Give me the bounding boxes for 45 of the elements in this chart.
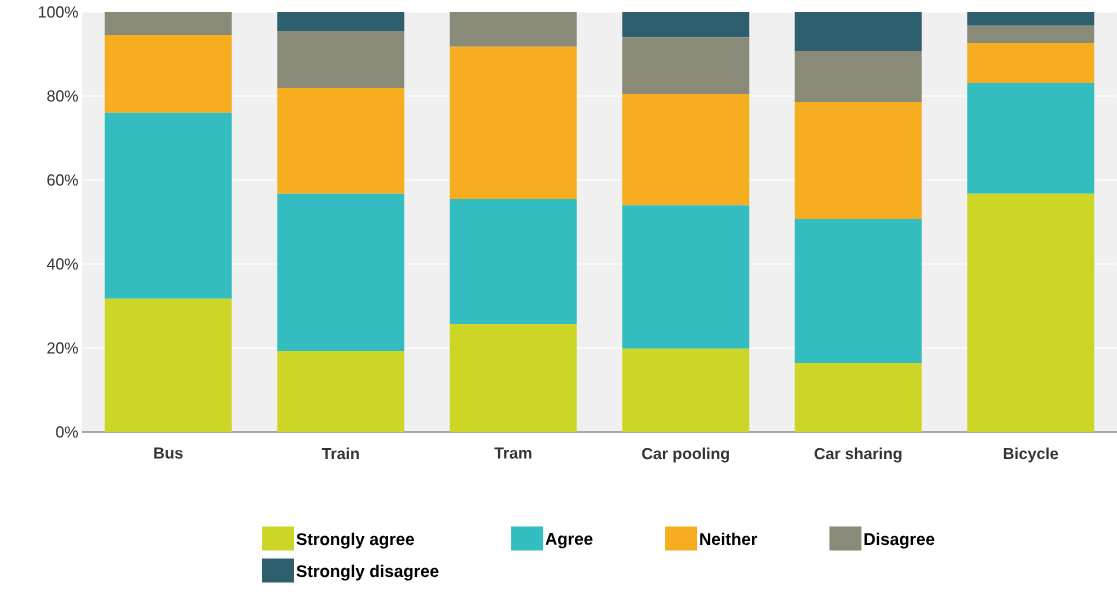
bar (449, 198, 577, 325)
y-tick-label: 60% (47, 174, 78, 186)
bar (277, 193, 405, 351)
bar (277, 88, 405, 194)
bar (967, 12, 1095, 26)
bar (449, 46, 577, 199)
legend-label: Disagree (864, 532, 935, 549)
bar (794, 219, 922, 364)
bar (622, 93, 750, 206)
bar (967, 43, 1095, 83)
bar (794, 51, 922, 102)
bar (622, 12, 750, 38)
bar (277, 30, 405, 89)
bar (622, 37, 750, 94)
y-tick-label: 100% (38, 6, 78, 18)
bar (277, 350, 405, 432)
bar (104, 35, 232, 113)
bar (104, 12, 232, 36)
bar (794, 101, 922, 220)
x-tick-label: Car sharing (814, 447, 902, 463)
x-tick-label: Car pooling (642, 447, 729, 463)
bar (277, 12, 405, 31)
x-tick-label: Tram (494, 447, 532, 459)
bar (622, 348, 750, 432)
bar (967, 193, 1095, 432)
bar (794, 363, 922, 432)
bar (104, 298, 232, 432)
bar (967, 25, 1095, 44)
y-tick-label: 0% (56, 426, 78, 438)
bar (449, 324, 577, 432)
bar (104, 112, 232, 299)
x-tick-label: Bicycle (1003, 447, 1059, 463)
legend-label: Strongly disagree (296, 564, 439, 581)
y-tick-label: 40% (46, 258, 78, 270)
bar (622, 205, 750, 349)
legend-label: Neither (700, 532, 758, 546)
y-tick-label: 20% (47, 342, 78, 354)
x-tick-label: Bus (154, 447, 183, 459)
legend-label: Agree (545, 533, 593, 549)
bar (794, 12, 922, 52)
x-tick-label: Train (321, 447, 359, 460)
y-tick-label: 80% (47, 90, 78, 102)
bar (967, 82, 1095, 194)
bar (449, 12, 577, 47)
legend-label: Strongly agree (296, 532, 415, 549)
